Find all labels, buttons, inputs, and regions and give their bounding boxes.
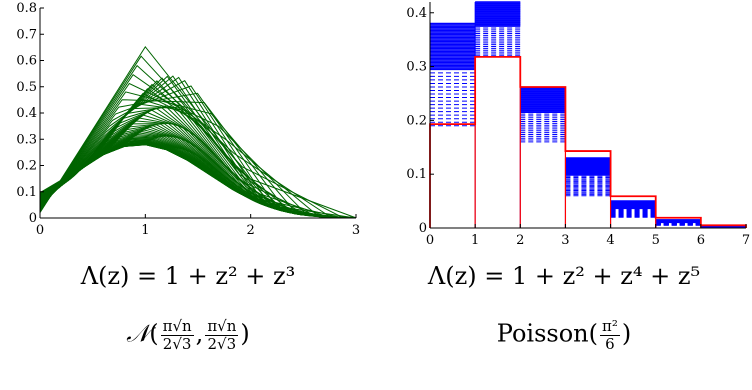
x-tick-label: 1 — [471, 233, 479, 248]
y-tick-label: 0.8 — [16, 1, 37, 16]
y-tick-label: 0.6 — [16, 54, 37, 69]
comma: , — [195, 319, 204, 348]
x-tick-label: 0 — [426, 233, 434, 248]
x-tick-label: 2 — [516, 233, 524, 248]
empirical-histogram-band — [430, 23, 476, 70]
y-tick-label: 0.5 — [16, 80, 37, 95]
left-caption-limit-law: 𝒩(π√n 2√3, π√n 2√3) — [0, 318, 376, 352]
x-tick-label: 2 — [247, 223, 255, 238]
left-paren: ( — [149, 319, 159, 348]
x-tick-label: 0 — [36, 223, 44, 238]
mean-fraction: π√n 2√3 — [160, 317, 194, 353]
density-curve — [39, 82, 309, 217]
limit-histogram-outline — [429, 55, 747, 228]
right-histograms — [429, 1, 747, 229]
y-tick-label: 0.2 — [16, 159, 37, 174]
density-curve — [39, 99, 287, 212]
empirical-histogram-band — [655, 219, 701, 223]
y-tick-label: 0.4 — [16, 106, 37, 121]
x-tick-label: 1 — [141, 223, 149, 238]
empirical-histogram-band — [475, 2, 521, 27]
poisson-parameter: π² 6 — [599, 317, 620, 353]
left-curve-family — [39, 45, 357, 219]
x-tick-label: 5 — [652, 233, 660, 248]
y-tick-label: 0.4 — [406, 6, 427, 21]
x-tick-label: 6 — [697, 233, 705, 248]
y-tick-label: 0.3 — [16, 132, 37, 147]
variance-fraction: π√n 2√3 — [205, 317, 239, 353]
y-tick-label: 0.2 — [406, 113, 427, 128]
left-paren: ( — [588, 319, 598, 348]
empirical-histogram-band — [520, 88, 566, 113]
left-caption-formula: Λ(z) = 1 + z² + z³ — [80, 262, 296, 290]
y-tick-label: 0.1 — [16, 185, 37, 200]
y-tick-label: 0.1 — [406, 167, 427, 182]
right-caption-limit-law: Poisson(π² 6) — [376, 318, 752, 352]
right-caption-formula: Λ(z) = 1 + z² + z⁴ + z⁵ — [427, 262, 701, 290]
density-curve — [39, 64, 332, 218]
x-tick-label: 3 — [561, 233, 569, 248]
density-curve — [39, 45, 357, 219]
x-tick-label: 7 — [742, 233, 750, 248]
right-paren: ) — [621, 319, 632, 348]
normal-law-symbol: 𝒩 — [126, 319, 150, 348]
right-chart: 0 0.1 0.2 0.3 0.4 0 1 2 3 4 5 6 7 — [406, 1, 750, 248]
x-tick-label: 4 — [606, 233, 614, 248]
y-tick-label: 0.3 — [406, 60, 427, 75]
left-axes: 0 0.1 0.2 0.3 0.4 0.5 0.6 0.7 0.8 0 1 2 3 — [16, 1, 360, 238]
density-curve — [39, 144, 357, 218]
y-tick-label: 0.7 — [16, 27, 37, 42]
right-axes: 0 0.1 0.2 0.3 0.4 0 1 2 3 4 5 6 7 — [406, 2, 750, 248]
empirical-histogram-band — [610, 201, 656, 209]
density-curve — [39, 80, 330, 218]
empirical-histogram-band — [565, 158, 611, 175]
x-tick-label: 3 — [352, 223, 360, 238]
left-chart: 0 0.1 0.2 0.3 0.4 0.5 0.6 0.7 0.8 0 1 2 3 — [16, 1, 360, 238]
empirical-histogram-band — [700, 225, 746, 227]
y-tick-label: 0 — [419, 221, 427, 236]
poisson-label: Poisson — [496, 319, 589, 348]
y-tick-label: 0 — [29, 211, 37, 226]
right-paren: ) — [240, 319, 250, 348]
